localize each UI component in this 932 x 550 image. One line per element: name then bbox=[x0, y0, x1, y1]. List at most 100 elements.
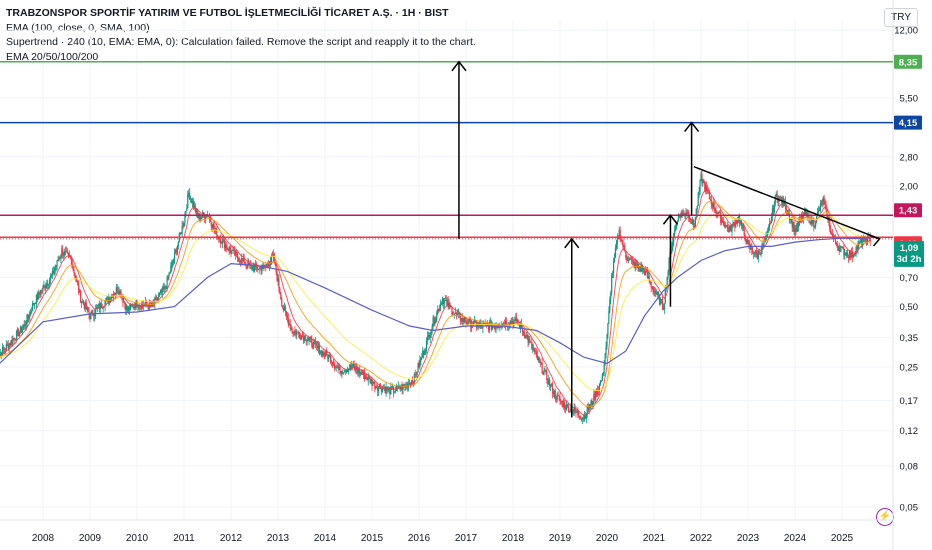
candle-body bbox=[154, 297, 156, 304]
candle-body bbox=[753, 253, 755, 255]
candle-body bbox=[366, 377, 368, 381]
x-tick-label: 2011 bbox=[173, 533, 195, 544]
candle-body bbox=[47, 283, 49, 285]
candle-body bbox=[802, 214, 805, 220]
candle-body bbox=[30, 311, 32, 313]
candle-body bbox=[753, 253, 756, 255]
candle-body bbox=[360, 371, 362, 375]
x-tick-label: 2015 bbox=[361, 533, 384, 544]
y-tick-label: 2,00 bbox=[900, 182, 919, 193]
candle-body bbox=[101, 307, 103, 309]
price-tag-8,35 bbox=[894, 54, 922, 69]
candle-body bbox=[121, 297, 123, 299]
candle-body bbox=[204, 214, 206, 219]
candle-body bbox=[537, 357, 539, 361]
candle-body bbox=[510, 321, 512, 324]
currency-button[interactable]: TRY bbox=[884, 8, 918, 27]
candle-body bbox=[578, 415, 580, 417]
candle-body bbox=[556, 394, 558, 400]
candle-body bbox=[160, 290, 163, 293]
candle-body bbox=[600, 380, 602, 382]
candle-body bbox=[266, 263, 268, 266]
candle-body bbox=[339, 366, 341, 374]
candle-body bbox=[46, 283, 48, 287]
candle-body bbox=[835, 242, 837, 245]
candle-body bbox=[602, 372, 604, 375]
candle-body bbox=[331, 361, 334, 365]
candle-body bbox=[275, 264, 277, 273]
candle-body bbox=[433, 317, 435, 324]
candle-body bbox=[440, 303, 443, 305]
candle-body bbox=[347, 368, 350, 372]
candle-body bbox=[659, 294, 661, 305]
candle-body bbox=[200, 217, 202, 220]
candle-body bbox=[559, 396, 561, 401]
candle-body bbox=[111, 295, 114, 298]
candle-body bbox=[659, 298, 662, 305]
candle-body bbox=[441, 298, 444, 305]
candle-body bbox=[495, 326, 497, 329]
candle-body bbox=[146, 305, 148, 307]
candle-body bbox=[341, 371, 343, 374]
candle-body bbox=[644, 270, 647, 275]
candle-body bbox=[681, 212, 683, 215]
candle-body bbox=[237, 257, 240, 262]
y-tick-label: 0,25 bbox=[900, 362, 919, 373]
candle-body bbox=[311, 338, 313, 346]
candle-body bbox=[18, 332, 21, 337]
candle-body bbox=[821, 202, 823, 205]
candle-body bbox=[554, 390, 556, 399]
indicator-supertrend[interactable]: Supertrend · 240 (10, EMA: EMA, 0): Calc… bbox=[6, 36, 476, 48]
candle-body bbox=[256, 267, 258, 270]
candle-body bbox=[466, 322, 468, 325]
candle-body bbox=[693, 226, 696, 228]
candle-body bbox=[552, 393, 555, 395]
candle-body bbox=[814, 225, 816, 227]
candle-body bbox=[798, 221, 800, 227]
candle-body bbox=[106, 297, 108, 298]
candle-body bbox=[17, 329, 19, 332]
target-arrow-head bbox=[564, 237, 580, 249]
candle-body bbox=[755, 250, 758, 254]
candle-body bbox=[394, 390, 397, 392]
indicator-ema-ribbon[interactable]: EMA 20/50/100/200 bbox=[6, 50, 99, 63]
candle-body bbox=[785, 209, 788, 211]
candle-body bbox=[3, 348, 6, 350]
candle-body bbox=[465, 322, 467, 324]
candle-body bbox=[789, 219, 791, 221]
candle-body bbox=[51, 270, 53, 275]
candle-body bbox=[306, 340, 308, 342]
candle-body bbox=[238, 261, 241, 263]
candle-body bbox=[648, 276, 650, 282]
candle-body bbox=[372, 383, 374, 386]
candle-body bbox=[687, 212, 689, 214]
candle-body bbox=[635, 262, 637, 267]
candle-body bbox=[338, 366, 340, 369]
candle-body bbox=[720, 213, 722, 223]
candle-body bbox=[227, 248, 229, 251]
candle-body bbox=[346, 370, 348, 373]
candle-body bbox=[452, 314, 454, 315]
candle-body bbox=[839, 247, 841, 252]
candle-body bbox=[577, 410, 579, 416]
candle-body bbox=[476, 326, 478, 328]
candle-body bbox=[704, 182, 706, 191]
candle-body bbox=[746, 239, 748, 244]
x-tick-label: 2009 bbox=[79, 533, 102, 544]
candle-body bbox=[831, 233, 833, 235]
candle-body bbox=[534, 351, 537, 352]
ema-line bbox=[0, 214, 871, 392]
candle-body bbox=[319, 352, 321, 355]
candle-body bbox=[520, 322, 523, 328]
candle-body bbox=[733, 222, 735, 224]
candle-body bbox=[407, 383, 409, 388]
candle-body bbox=[569, 408, 571, 412]
candle-body bbox=[265, 265, 267, 267]
candle-body bbox=[350, 364, 352, 368]
candle-body bbox=[636, 264, 638, 267]
candle-body bbox=[449, 303, 451, 307]
candle-body bbox=[423, 350, 425, 355]
candle-body bbox=[281, 299, 283, 306]
candle-body bbox=[596, 390, 598, 396]
